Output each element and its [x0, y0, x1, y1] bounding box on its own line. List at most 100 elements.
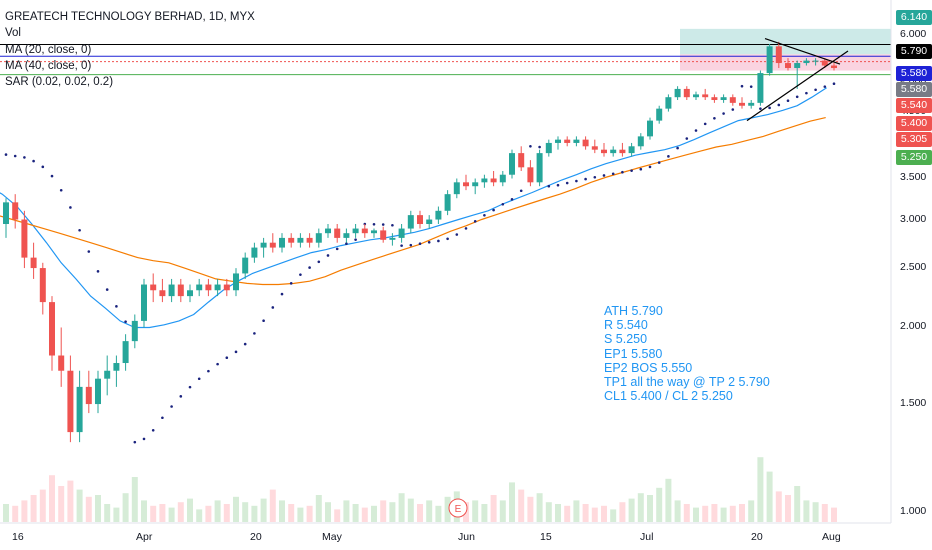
candle-body [30, 257, 37, 269]
candle-body [490, 178, 497, 183]
candle-body [113, 363, 120, 371]
candle-body [315, 233, 322, 243]
volume-bar [610, 509, 617, 522]
volume-bar [205, 505, 212, 522]
candle-body [242, 257, 249, 274]
candle-body [426, 219, 433, 225]
candle-body [444, 194, 451, 211]
volume-bar [509, 482, 515, 522]
y-tick-label: 2.500 [900, 261, 927, 274]
candle-body [499, 174, 506, 183]
volume-bar [398, 493, 405, 522]
volume-bar [113, 507, 120, 522]
x-tick-label: Apr [136, 531, 153, 543]
candle-body [453, 182, 460, 195]
candle-body [463, 182, 469, 187]
sar-dot [23, 156, 26, 159]
trendline-upper [764, 38, 841, 65]
sar-dot [142, 437, 146, 441]
candle-body [297, 237, 304, 243]
volume-bar [536, 493, 543, 522]
sar-dot [556, 183, 560, 187]
legend-vol[interactable]: Vol [5, 27, 21, 40]
volume-bar [527, 496, 534, 522]
volume-bar [21, 500, 28, 522]
sar-dot [151, 428, 155, 432]
note-line: CL1 5.400 / CL 2 5.250 [604, 389, 733, 404]
legend-ma40[interactable]: MA (40, close, 0) [5, 59, 92, 72]
candle-body [518, 153, 525, 168]
price-tag: 5.540 [896, 98, 932, 113]
candle-body [223, 284, 230, 291]
legend-sar[interactable]: SAR (0.02, 0.02, 0.2) [5, 76, 114, 89]
sar-dot [639, 167, 643, 171]
sar-dot [648, 165, 652, 169]
sar-dot [814, 88, 817, 92]
sar-dot [262, 319, 265, 323]
candle-body [509, 153, 515, 175]
candle-body [251, 247, 258, 258]
candle-body [21, 219, 28, 258]
candle-body [389, 237, 396, 240]
trade-notes: ATH 5.790 R 5.540 S 5.250 EP1 5.580 EP2 … [604, 304, 770, 403]
candle-body [39, 268, 46, 303]
volume-bar [12, 505, 19, 522]
volume-bar [490, 495, 497, 522]
volume-bar [591, 507, 598, 522]
volume-bar [472, 500, 479, 522]
sar-dot [584, 177, 587, 181]
volume-bar [260, 498, 267, 522]
candle-body [821, 60, 828, 66]
candle-body [628, 146, 635, 154]
sar-dot [225, 356, 229, 360]
candle-body [141, 284, 147, 321]
symbol-title[interactable]: GREATECH TECHNOLOGY BERHAD, 1D, MYX [5, 11, 255, 23]
indicator-legend: GREATECH TECHNOLOGY BERHAD, 1D, MYX Vol … [5, 9, 255, 90]
zone-target [680, 28, 891, 55]
volume-bar [702, 505, 709, 522]
sar-dot [759, 107, 762, 110]
sar-dot [69, 206, 72, 209]
volume-bar [803, 500, 810, 522]
sar-dot [749, 85, 753, 88]
sar-dot [299, 273, 302, 276]
candle-body [380, 230, 387, 240]
candle-body [545, 142, 552, 154]
volume-bar [104, 504, 111, 522]
ma20-line [0, 87, 827, 329]
volume-bar [297, 507, 304, 522]
volume-bar [85, 496, 92, 522]
sar-dot [317, 260, 321, 264]
candle-body [352, 228, 359, 234]
volume-bar [214, 500, 221, 522]
volume-bar [674, 500, 681, 522]
volume-bar [306, 505, 313, 522]
sar-dot [547, 184, 551, 188]
x-tick-label: Aug [822, 531, 841, 543]
volume-bar [159, 504, 166, 522]
candle-body [214, 284, 221, 291]
sar-dot [473, 220, 477, 223]
volume-bar [785, 495, 791, 522]
sar-dot [253, 332, 256, 335]
volume-bar [58, 486, 65, 522]
candle-body [637, 136, 644, 147]
volume-bar [334, 509, 341, 522]
volume-bar [168, 507, 175, 522]
sar-dot [529, 144, 532, 148]
sar-dot [161, 416, 164, 420]
sar-dot [676, 146, 679, 150]
volume-bar [233, 496, 239, 522]
volume-bar [582, 504, 589, 522]
legend-ma20[interactable]: MA (20, close, 0) [5, 43, 92, 56]
candle-body [159, 290, 166, 297]
candle-body [803, 60, 810, 64]
volume-bar [223, 504, 230, 522]
sar-dot [105, 288, 109, 291]
earnings-marker[interactable]: E [448, 498, 468, 518]
sar-dot [133, 440, 137, 444]
sar-dot [602, 174, 606, 177]
volume-bar [251, 505, 258, 522]
candle-body [85, 386, 92, 405]
